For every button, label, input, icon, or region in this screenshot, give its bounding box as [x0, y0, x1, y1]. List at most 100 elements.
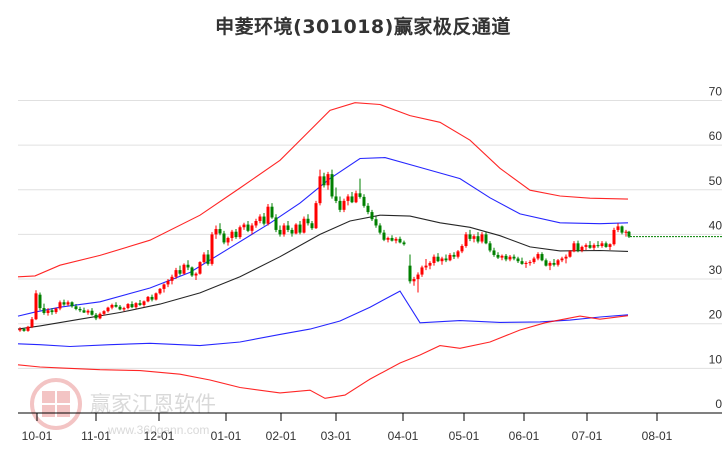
candle-body — [302, 218, 306, 233]
candle-body — [444, 258, 448, 261]
candle-body — [142, 301, 146, 305]
candle-body — [218, 229, 222, 234]
y-tick-label: 10 — [709, 352, 723, 366]
candle-body — [274, 217, 278, 230]
candle-body — [70, 302, 74, 307]
chart-title: 申菱环境(301018)赢家极反通道 — [215, 16, 511, 38]
candle-body — [158, 288, 162, 294]
candle-body — [146, 296, 150, 302]
candle — [38, 292, 42, 311]
candle-body — [346, 196, 350, 201]
candle — [294, 223, 298, 235]
candle-body — [382, 232, 386, 240]
candle-body — [310, 223, 314, 229]
middle-line-line — [17, 214, 629, 330]
candle — [386, 236, 390, 243]
candle — [62, 299, 66, 306]
candle — [358, 178, 362, 199]
candle — [608, 243, 612, 251]
candle-body — [560, 258, 564, 261]
candle — [492, 247, 496, 257]
candle — [370, 209, 374, 222]
candle-body — [330, 174, 334, 197]
candle — [496, 252, 500, 259]
candle — [580, 245, 584, 253]
candle-body — [294, 224, 298, 234]
candle — [102, 310, 106, 316]
candle-body — [564, 256, 568, 259]
candle — [576, 240, 580, 253]
candle-body — [460, 246, 464, 252]
candle-body — [448, 254, 452, 261]
candle-body — [118, 306, 122, 310]
candle-body — [214, 229, 218, 235]
candle-body — [38, 294, 42, 309]
candle-body — [258, 216, 262, 222]
candle-body — [428, 262, 432, 266]
candle-body — [182, 264, 186, 274]
candle-body — [366, 205, 370, 213]
candle — [202, 252, 206, 264]
candle — [556, 258, 560, 267]
candle — [532, 256, 536, 264]
candle-body — [122, 308, 126, 310]
candle-body — [386, 237, 390, 240]
candle-body — [314, 203, 318, 229]
candle — [432, 254, 436, 266]
candle — [624, 229, 628, 237]
candle — [322, 172, 326, 188]
candle-body — [42, 308, 46, 313]
candle-body — [134, 303, 138, 308]
y-tick-label: 0 — [715, 397, 722, 411]
candle — [560, 256, 564, 263]
candle — [326, 171, 330, 190]
y-tick-label: 60 — [709, 129, 723, 143]
candle — [528, 260, 532, 266]
candle — [306, 214, 310, 226]
candle — [444, 254, 448, 263]
candle — [34, 290, 38, 321]
candle — [456, 250, 460, 259]
candlesticks — [18, 169, 631, 332]
candle-body — [230, 231, 234, 238]
candle-body — [620, 226, 624, 233]
candle-body — [540, 254, 544, 261]
candle-body — [596, 245, 600, 247]
y-axis-labels: 0 10 20 30 40 50 60 70 — [709, 84, 723, 411]
candle-body — [520, 261, 524, 264]
lower-inner-band-line — [17, 290, 629, 348]
upper-outer-band-line — [17, 102, 629, 278]
candle — [162, 283, 166, 293]
candle — [548, 261, 552, 271]
candle-body — [202, 254, 206, 263]
candle-body — [432, 256, 436, 263]
candle — [58, 300, 62, 311]
candle — [234, 229, 238, 239]
candle-body — [286, 225, 290, 230]
candle — [98, 312, 102, 320]
candle — [182, 263, 186, 275]
candle-body — [190, 267, 194, 276]
candle-body — [608, 244, 612, 247]
candle-body — [342, 200, 346, 210]
candle-body — [338, 200, 342, 210]
candle — [78, 306, 82, 313]
candle-body — [568, 251, 572, 257]
x-tick-label: 04-01 — [388, 429, 419, 443]
y-tick-label: 20 — [709, 308, 723, 322]
candle-body — [198, 262, 202, 274]
candle — [270, 203, 274, 219]
candle-body — [524, 262, 528, 264]
candle-body — [206, 254, 210, 264]
candle-body — [416, 274, 420, 280]
candle-body — [250, 225, 254, 231]
candle-body — [226, 237, 230, 243]
candle — [627, 230, 631, 238]
candle-body — [86, 310, 90, 313]
candle-body — [98, 313, 102, 319]
candle — [166, 279, 170, 288]
candle-body — [370, 212, 374, 220]
candle — [194, 272, 198, 280]
candle-body — [600, 243, 604, 247]
candle-body — [552, 262, 556, 265]
